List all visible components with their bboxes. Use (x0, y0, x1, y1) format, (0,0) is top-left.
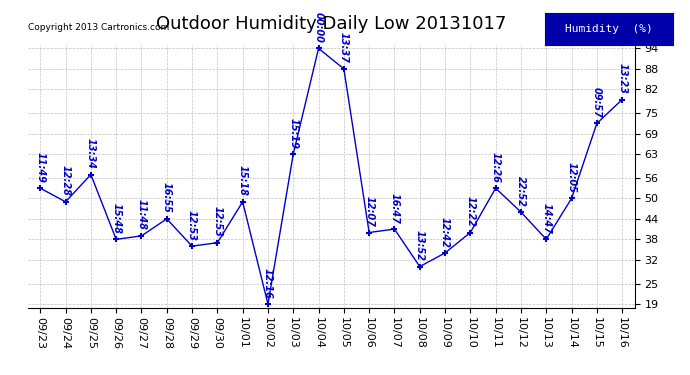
Text: 00:00: 00:00 (313, 12, 324, 43)
Text: 13:23: 13:23 (617, 63, 627, 94)
Text: 15:48: 15:48 (111, 203, 121, 234)
Text: 22:52: 22:52 (516, 176, 526, 207)
Text: 12:53: 12:53 (187, 210, 197, 241)
Text: 12:07: 12:07 (364, 196, 374, 227)
Text: 13:34: 13:34 (86, 138, 96, 169)
Text: 16:47: 16:47 (389, 193, 400, 224)
Text: 12:16: 12:16 (263, 268, 273, 298)
Text: 15:19: 15:19 (288, 118, 298, 148)
Text: 16:55: 16:55 (161, 182, 172, 213)
Text: 15:18: 15:18 (237, 165, 248, 196)
Text: Outdoor Humidity Daily Low 20131017: Outdoor Humidity Daily Low 20131017 (156, 15, 506, 33)
Text: 09:57: 09:57 (592, 87, 602, 118)
Text: Humidity  (%): Humidity (%) (565, 24, 653, 34)
Text: 12:26: 12:26 (491, 152, 501, 183)
Text: 14:47: 14:47 (541, 203, 551, 234)
Text: 12:22: 12:22 (465, 196, 475, 227)
Text: 12:53: 12:53 (213, 206, 222, 237)
Text: 13:52: 13:52 (415, 230, 425, 261)
Text: 12:42: 12:42 (440, 216, 450, 248)
Text: 13:37: 13:37 (339, 32, 349, 63)
Text: 11:48: 11:48 (137, 200, 146, 230)
Text: 12:28: 12:28 (61, 165, 70, 196)
Text: 12:05: 12:05 (566, 162, 577, 193)
Text: 11:49: 11:49 (35, 152, 46, 183)
Text: Copyright 2013 Cartronics.com: Copyright 2013 Cartronics.com (28, 22, 169, 32)
